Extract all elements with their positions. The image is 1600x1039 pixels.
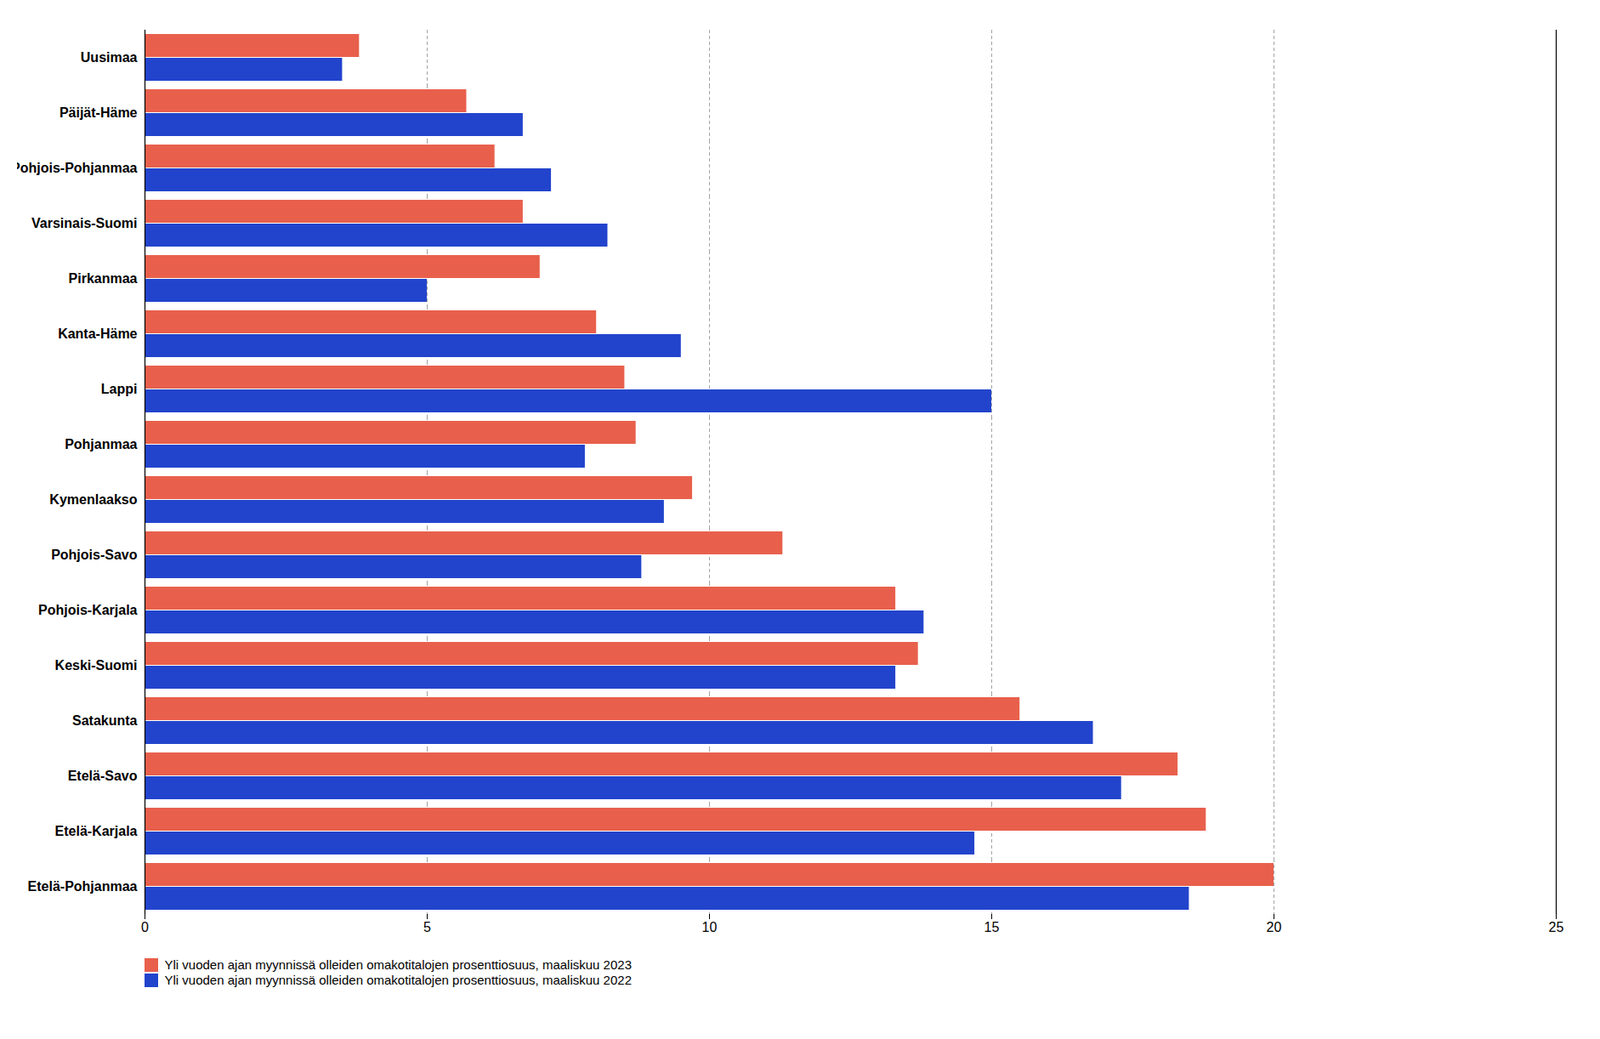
svg-text:10: 10 (702, 919, 718, 935)
svg-text:Pohjois-Pohjanmaa: Pohjois-Pohjanmaa (17, 160, 138, 176)
svg-text:0: 0 (141, 919, 149, 935)
html-text:Yli vuoden ajan myynnissä olle: Yli vuoden ajan myynnissä olleiden omako… (164, 957, 632, 972)
svg-text:Etelä-Karjala: Etelä-Karjala (55, 823, 138, 839)
svg-text:Lappi: Lappi (101, 381, 138, 397)
svg-text:Uusimaa: Uusimaa (80, 50, 138, 65)
svg-text:Varsinais-Suomi: Varsinais-Suomi (31, 215, 138, 231)
svg-text:Keski-Suomi: Keski-Suomi (55, 658, 138, 673)
svg-text:15: 15 (984, 919, 1000, 935)
svg-text:Kanta-Häme: Kanta-Häme (57, 326, 137, 341)
svg-text:Pohjois-Savo: Pohjois-Savo (51, 547, 138, 562)
svg-text:Pohjanmaa: Pohjanmaa (64, 436, 137, 452)
svg-text:20: 20 (1266, 919, 1283, 935)
svg-text:Päijät-Häme: Päijät-Häme (59, 105, 138, 120)
html-text:Yli vuoden ajan myynnissä olle: Yli vuoden ajan myynnissä olleiden omako… (164, 972, 632, 988)
svg-text:25: 25 (1548, 919, 1565, 935)
svg-text:Kymenlaakso: Kymenlaakso (49, 492, 137, 507)
svg-text:Etelä-Savo: Etelä-Savo (68, 768, 138, 783)
svg-text:Pirkanmaa: Pirkanmaa (68, 271, 138, 286)
svg-text:Etelä-Pohjanmaa: Etelä-Pohjanmaa (28, 879, 138, 894)
svg-text:Pohjois-Karjala: Pohjois-Karjala (38, 602, 138, 618)
svg-text:Satakunta: Satakunta (72, 713, 138, 728)
svg-text:5: 5 (423, 919, 432, 935)
